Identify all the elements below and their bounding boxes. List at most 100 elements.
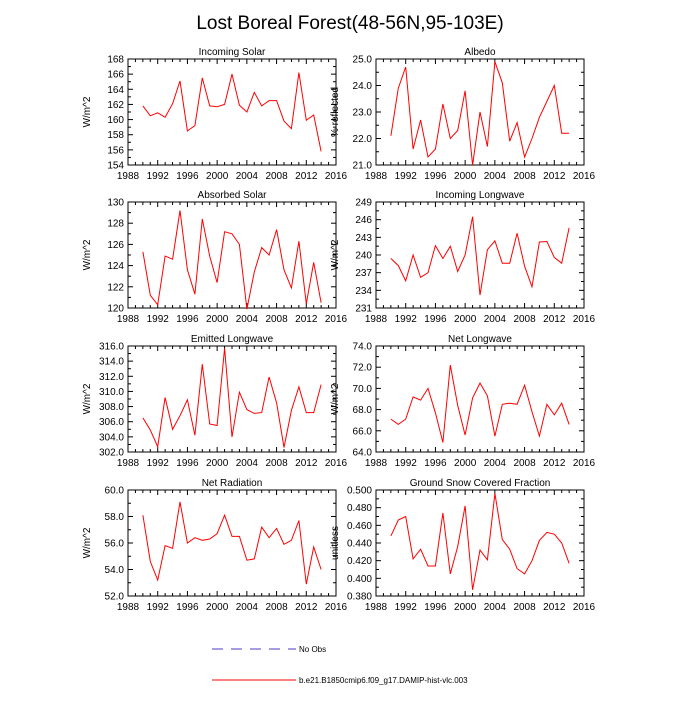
absorbed-solar-ytick-label: 122	[107, 282, 124, 293]
net-longwave-ytick-label: 74.0	[353, 342, 373, 353]
panel-albedo: Albedo % reflected 21.0 22.0 23.0 24.0 25.0 198…	[330, 47, 596, 182]
incoming-longwave-series-line	[390, 216, 570, 296]
incoming-longwave-xtick-label: 2000	[454, 314, 477, 325]
net-longwave-ytick-label: 64.0	[353, 448, 373, 459]
ground-snow-xtick-label: 1992	[395, 602, 418, 613]
net-radiation-xtick-label: 2012	[295, 602, 318, 613]
incoming-longwave-title: Incoming Longwave	[436, 190, 525, 201]
albedo-xtick-label: 2004	[484, 171, 507, 182]
incoming-solar-ytick-label: 160	[107, 115, 124, 126]
absorbed-solar-xtick-label: 1992	[147, 314, 170, 325]
incoming-solar-ytick-label: 154	[107, 161, 124, 172]
incoming-longwave-xtick-label: 2016	[573, 314, 596, 325]
incoming-longwave-ytick-label: 249	[355, 198, 372, 209]
legend: No Obs b.e21.B1850cmip6.f09_g17.DAMIP-hi…	[212, 645, 468, 685]
incoming-solar-series-line	[142, 72, 322, 152]
ground-snow-xtick-label: 2008	[513, 602, 536, 613]
net-longwave-plot-frame	[375, 345, 585, 453]
emitted-longwave-title: Emitted Longwave	[191, 334, 274, 345]
net-longwave-ylabel: W/m^2	[330, 383, 341, 414]
panel-absorbed-solar: Absorbed Solar W/m^2 120 122 124 126 128 130 198…	[82, 190, 348, 325]
ground-snow-series-line	[390, 493, 570, 590]
incoming-solar-ytick-label: 158	[107, 130, 124, 141]
incoming-longwave-ytick-label: 240	[355, 251, 372, 262]
incoming-solar-ytick-label: 164	[107, 85, 124, 96]
emitted-longwave-ytick-label: 304.0	[99, 432, 124, 443]
emitted-longwave-ytick-label: 314.0	[99, 357, 124, 368]
emitted-longwave-xtick-label: 2016	[325, 458, 348, 469]
emitted-longwave-ytick-label: 312.0	[99, 372, 124, 383]
albedo-ylabel: % reflected	[330, 87, 341, 137]
net-longwave-xtick-label: 2000	[454, 458, 477, 469]
ground-snow-ytick-label: 0.420	[347, 556, 372, 567]
legend-obs-label: No Obs	[299, 645, 326, 654]
emitted-longwave-xtick-label: 2004	[236, 458, 259, 469]
emitted-longwave-ytick-label: 306.0	[99, 417, 124, 428]
ground-snow-plot-frame	[375, 489, 585, 597]
net-longwave-xtick-label: 2008	[513, 458, 536, 469]
emitted-longwave-xtick-label: 2012	[295, 458, 318, 469]
emitted-longwave-xtick-label: 1992	[147, 458, 170, 469]
emitted-longwave-xtick-label: 2000	[206, 458, 229, 469]
ground-snow-xtick-label: 2016	[573, 602, 596, 613]
panels: Incoming Solar W/m^2 154 156 158 160 162 164 166…	[82, 47, 596, 613]
ground-snow-xtick-label: 2000	[454, 602, 477, 613]
ground-snow-xtick-label: 2004	[484, 602, 507, 613]
albedo-title: Albedo	[464, 47, 496, 58]
absorbed-solar-ytick-label: 120	[107, 304, 124, 315]
incoming-longwave-xtick-label: 1988	[365, 314, 388, 325]
net-longwave-xtick-label: 2012	[543, 458, 566, 469]
incoming-solar-xtick-label: 2012	[295, 171, 318, 182]
albedo-xtick-label: 2012	[543, 171, 566, 182]
net-longwave-xtick-label: 1992	[395, 458, 418, 469]
ground-snow-xtick-label: 1988	[365, 602, 388, 613]
net-radiation-xtick-label: 2008	[265, 602, 288, 613]
ground-snow-ytick-label: 0.460	[347, 521, 372, 532]
incoming-solar-xtick-label: 2016	[325, 171, 348, 182]
absorbed-solar-ytick-label: 124	[107, 261, 124, 272]
ground-snow-ytick-label: 0.500	[347, 486, 372, 497]
incoming-solar-ytick-label: 156	[107, 145, 124, 156]
panel-emitted-longwave: Emitted Longwave W/m^2 302.0 304.0 306.0 308.…	[82, 334, 348, 469]
emitted-longwave-series-line	[142, 348, 322, 449]
absorbed-solar-xtick-label: 2008	[265, 314, 288, 325]
albedo-xtick-label: 2016	[573, 171, 596, 182]
incoming-longwave-xtick-label: 2004	[484, 314, 507, 325]
incoming-solar-ytick-label: 166	[107, 70, 124, 81]
net-longwave-title: Net Longwave	[448, 334, 512, 345]
absorbed-solar-title: Absorbed Solar	[198, 190, 268, 201]
net-longwave-xtick-label: 2016	[573, 458, 596, 469]
incoming-longwave-xtick-label: 2008	[513, 314, 536, 325]
emitted-longwave-xtick-label: 2008	[265, 458, 288, 469]
incoming-longwave-ytick-label: 246	[355, 215, 372, 226]
absorbed-solar-xtick-label: 2004	[236, 314, 259, 325]
ground-snow-ytick-label: 0.380	[347, 592, 372, 603]
absorbed-solar-xtick-label: 1996	[176, 314, 199, 325]
absorbed-solar-ytick-label: 130	[107, 198, 124, 209]
net-radiation-xtick-label: 1988	[117, 602, 140, 613]
net-longwave-ytick-label: 66.0	[353, 426, 373, 437]
absorbed-solar-xtick-label: 2016	[325, 314, 348, 325]
albedo-ytick-label: 23.0	[353, 108, 373, 119]
net-radiation-plot-frame	[127, 489, 337, 597]
net-longwave-xtick-label: 1988	[365, 458, 388, 469]
emitted-longwave-ytick-label: 316.0	[99, 342, 124, 353]
net-radiation-ytick-label: 58.0	[105, 512, 125, 523]
page-title: Lost Boreal Forest(48-56N,95-103E)	[196, 13, 503, 34]
incoming-solar-title: Incoming Solar	[199, 47, 266, 58]
ground-snow-title: Ground Snow Covered Fraction	[410, 478, 551, 489]
absorbed-solar-xtick-label: 2012	[295, 314, 318, 325]
incoming-longwave-ytick-label: 243	[355, 233, 372, 244]
net-radiation-ytick-label: 52.0	[105, 592, 125, 603]
incoming-solar-xtick-label: 1992	[147, 171, 170, 182]
net-radiation-ytick-label: 60.0	[105, 486, 125, 497]
incoming-longwave-xtick-label: 1992	[395, 314, 418, 325]
absorbed-solar-series-line	[142, 210, 322, 310]
net-longwave-series-line	[390, 365, 570, 443]
ground-snow-ytick-label: 0.400	[347, 574, 372, 585]
incoming-longwave-ylabel: W/m^2	[330, 239, 341, 270]
emitted-longwave-ytick-label: 302.0	[99, 448, 124, 459]
incoming-longwave-ytick-label: 231	[355, 304, 372, 315]
